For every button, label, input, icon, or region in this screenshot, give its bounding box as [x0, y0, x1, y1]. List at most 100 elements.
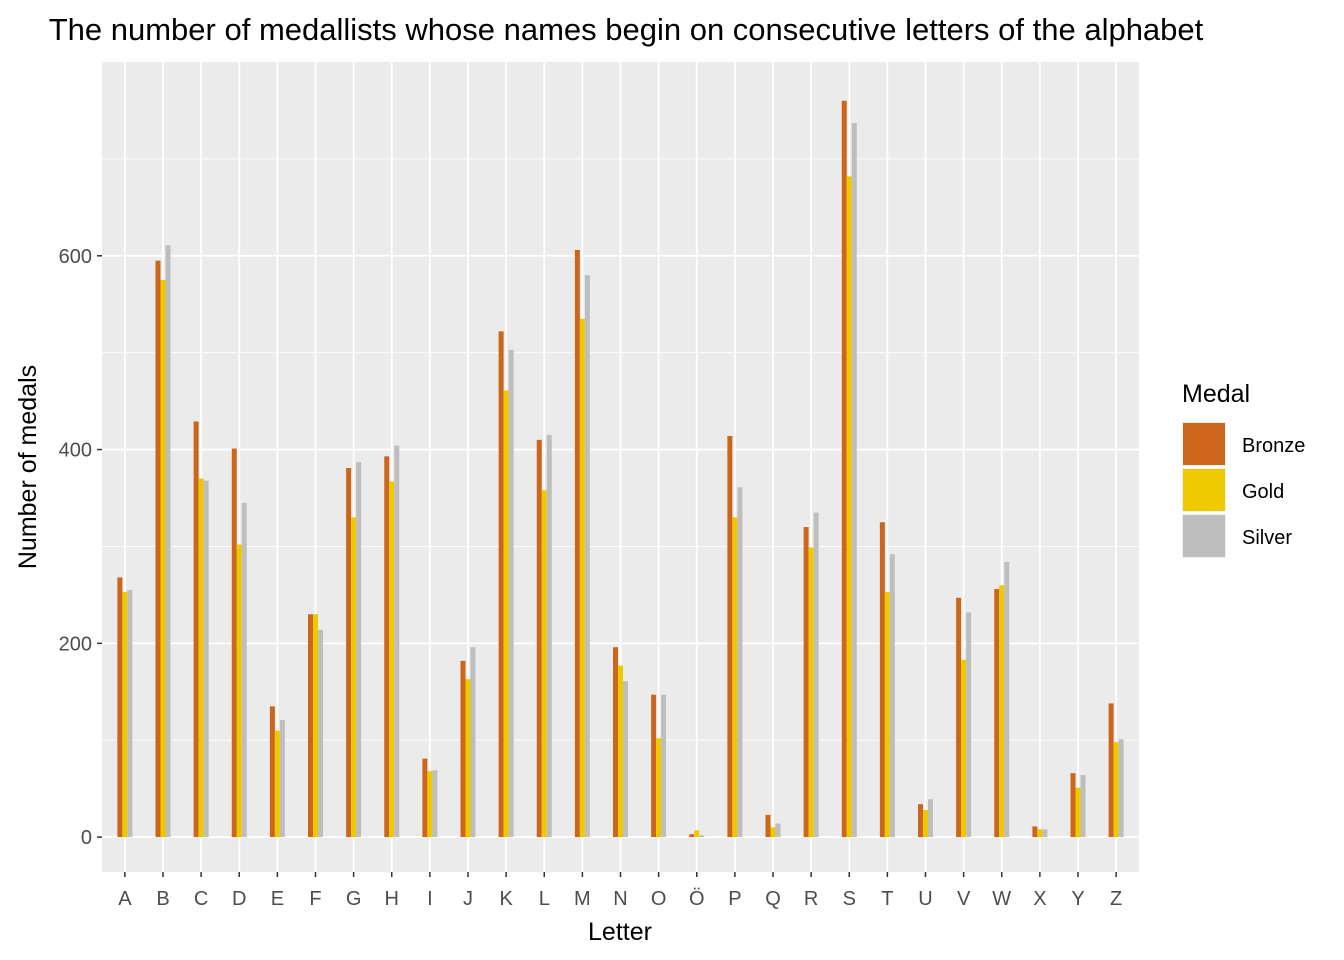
x-tick-label: L [539, 888, 550, 910]
bar-silver-L [546, 435, 552, 838]
bars [117, 100, 1124, 838]
bar-gold-A [122, 591, 128, 838]
bar-bronze-A [117, 577, 123, 838]
bar-silver-W [1004, 561, 1010, 838]
legend-label-bronze: Bronze [1242, 435, 1305, 457]
bar-bronze-Q [765, 814, 771, 838]
bar-bronze-R [803, 527, 809, 838]
bar-gold-Ö [694, 830, 700, 838]
x-tick-label: F [309, 888, 321, 910]
bar-gold-Q [770, 827, 776, 838]
bar-silver-V [966, 612, 972, 838]
x-tick-label: X [1033, 888, 1046, 910]
legend-swatch-bronze [1183, 423, 1225, 465]
x-tick-label: D [232, 888, 246, 910]
bar-gold-B [160, 280, 166, 838]
bar-gold-K [503, 390, 509, 838]
bar-bronze-T [879, 522, 885, 838]
bar-gold-Y [1075, 787, 1081, 838]
bar-bronze-U [918, 804, 923, 838]
legend-label-silver: Silver [1242, 527, 1292, 549]
bar-silver-F [318, 629, 323, 838]
bar-bronze-Y [1070, 773, 1076, 838]
x-tick-label: A [118, 888, 132, 910]
bar-gold-J [465, 679, 471, 838]
bar-gold-F [313, 614, 318, 838]
bar-silver-B [165, 245, 171, 838]
bar-bronze-Ö [689, 834, 695, 838]
bar-bronze-E [269, 706, 275, 838]
x-tick-label: M [574, 888, 591, 910]
bar-bronze-J [460, 660, 466, 838]
x-tick-label: B [156, 888, 169, 910]
x-tick-label: R [804, 888, 818, 910]
bar-gold-H [389, 481, 395, 838]
bar-gold-Z [1113, 742, 1119, 838]
bar-gold-L [541, 490, 547, 838]
x-tick-label: O [651, 888, 667, 910]
x-tick-label: P [728, 888, 741, 910]
bar-bronze-S [841, 100, 847, 838]
bar-gold-E [274, 730, 280, 838]
bar-bronze-F [308, 614, 313, 838]
bar-gold-W [999, 585, 1005, 838]
bar-gold-M [579, 318, 585, 838]
bar-bronze-W [994, 589, 1000, 838]
bar-gold-I [427, 771, 433, 838]
x-tick-label: J [463, 888, 473, 910]
bar-gold-O [656, 738, 662, 838]
bar-bronze-M [574, 249, 580, 838]
bar-bronze-X [1032, 826, 1038, 838]
bar-silver-H [394, 445, 400, 838]
bar-gold-T [884, 591, 890, 838]
bar-silver-G [356, 462, 362, 838]
bar-bronze-G [346, 467, 352, 838]
bar-bronze-H [384, 456, 390, 838]
legend-title: Medal [1182, 380, 1250, 408]
bar-bronze-D [231, 448, 237, 838]
x-tick-label: Ö [689, 888, 705, 910]
x-tick-label: H [385, 888, 399, 910]
bar-silver-Q [775, 823, 781, 838]
bar-gold-S [846, 176, 852, 838]
y-tick-label: 0 [81, 827, 92, 849]
bar-silver-U [928, 799, 933, 838]
bar-bronze-I [422, 758, 428, 838]
x-tick-label: I [427, 888, 433, 910]
x-tick-label: S [843, 888, 856, 910]
bar-silver-M [584, 275, 590, 838]
bar-silver-O [661, 694, 667, 838]
bar-silver-I [432, 770, 438, 838]
x-tick-label: Z [1110, 888, 1122, 910]
bar-gold-G [351, 517, 357, 838]
bar-gold-P [732, 517, 738, 838]
bar-silver-Z [1118, 739, 1124, 838]
bar-silver-J [470, 647, 476, 838]
x-tick-label: Q [765, 888, 781, 910]
y-axis: 0 200 400 600 [59, 246, 102, 849]
x-axis-title: Letter [588, 918, 652, 946]
bar-silver-E [279, 719, 285, 838]
legend: Medal Bronze Gold Silver [1182, 380, 1305, 558]
bar-bronze-P [727, 435, 733, 838]
bar-bronze-V [956, 597, 962, 838]
bar-silver-T [889, 554, 895, 838]
x-tick-label: U [918, 888, 932, 910]
bar-bronze-O [651, 694, 657, 838]
y-tick-label: 200 [59, 633, 92, 655]
bar-silver-P [737, 487, 743, 838]
x-tick-label: W [992, 888, 1011, 910]
bar-silver-S [851, 123, 857, 838]
bar-gold-R [808, 547, 814, 838]
bar-gold-D [236, 544, 242, 838]
x-tick-label: Y [1071, 888, 1084, 910]
bar-bronze-Z [1108, 703, 1114, 838]
bar-silver-N [623, 681, 628, 838]
legend-swatch-gold [1183, 469, 1225, 511]
bar-silver-C [203, 480, 209, 838]
bar-silver-Y [1080, 775, 1086, 838]
legend-swatch-silver [1183, 515, 1225, 557]
x-tick-label: E [271, 888, 284, 910]
